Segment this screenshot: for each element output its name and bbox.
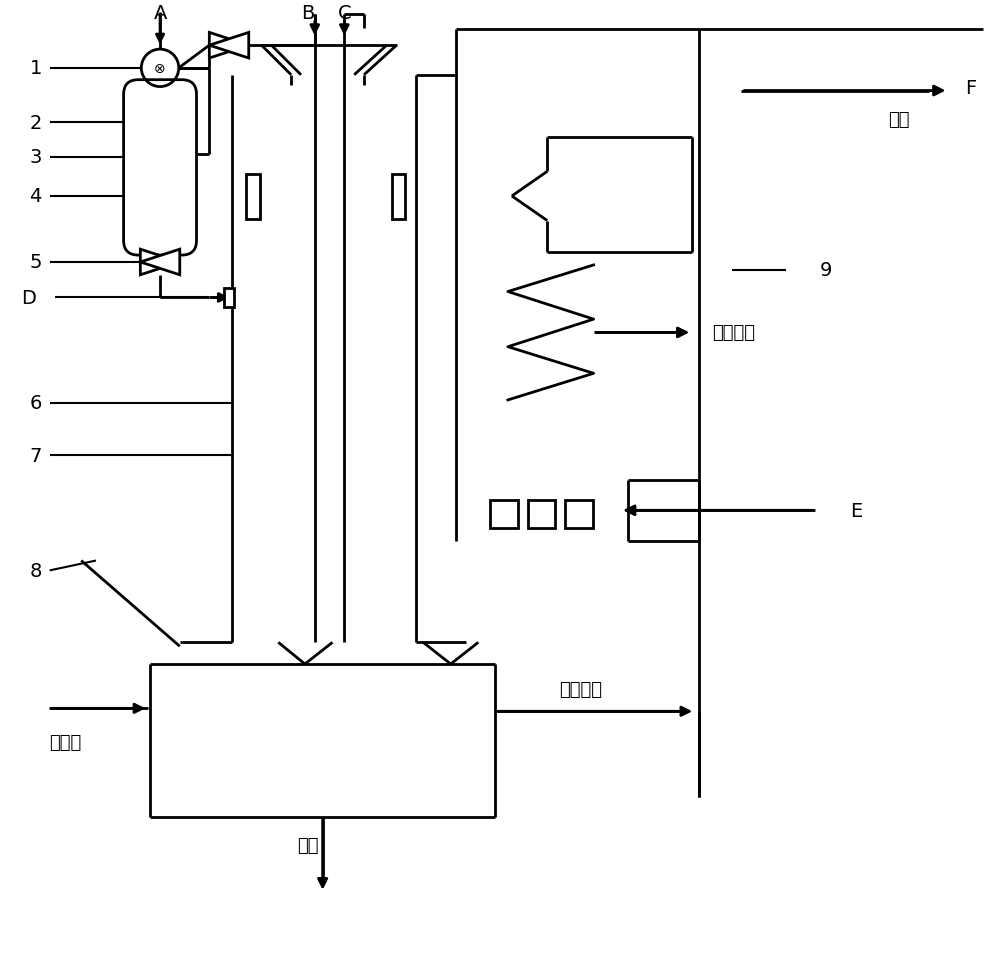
Text: E: E	[850, 502, 862, 520]
Text: 烟气: 烟气	[888, 111, 910, 129]
Text: 冷却水: 冷却水	[49, 733, 81, 752]
Text: 低温蒸汽: 低温蒸汽	[559, 680, 602, 698]
Bar	[490, 501, 518, 529]
Text: 5: 5	[29, 253, 42, 272]
Text: 2: 2	[29, 113, 42, 133]
Text: D: D	[22, 288, 36, 308]
Text: 6: 6	[29, 394, 42, 413]
Polygon shape	[209, 34, 249, 59]
Bar	[528, 501, 555, 529]
Text: 过热蒸汽: 过热蒸汽	[712, 324, 755, 341]
FancyBboxPatch shape	[124, 81, 197, 256]
Text: F: F	[965, 79, 976, 98]
Text: ⊗: ⊗	[154, 62, 166, 76]
Text: A: A	[153, 4, 167, 22]
Polygon shape	[140, 250, 180, 276]
Text: 3: 3	[29, 148, 42, 167]
Polygon shape	[209, 34, 249, 59]
Text: 9: 9	[820, 261, 833, 280]
Text: 7: 7	[29, 446, 42, 465]
Text: 渣水: 渣水	[297, 837, 319, 854]
Text: C: C	[337, 4, 351, 22]
Text: 8: 8	[29, 561, 42, 580]
Text: 1: 1	[29, 60, 42, 78]
Text: B: B	[301, 4, 315, 22]
Bar	[392, 175, 405, 219]
Bar	[224, 288, 234, 308]
Polygon shape	[140, 250, 180, 276]
Bar	[246, 175, 260, 219]
Bar	[565, 501, 593, 529]
Text: 4: 4	[29, 187, 42, 207]
